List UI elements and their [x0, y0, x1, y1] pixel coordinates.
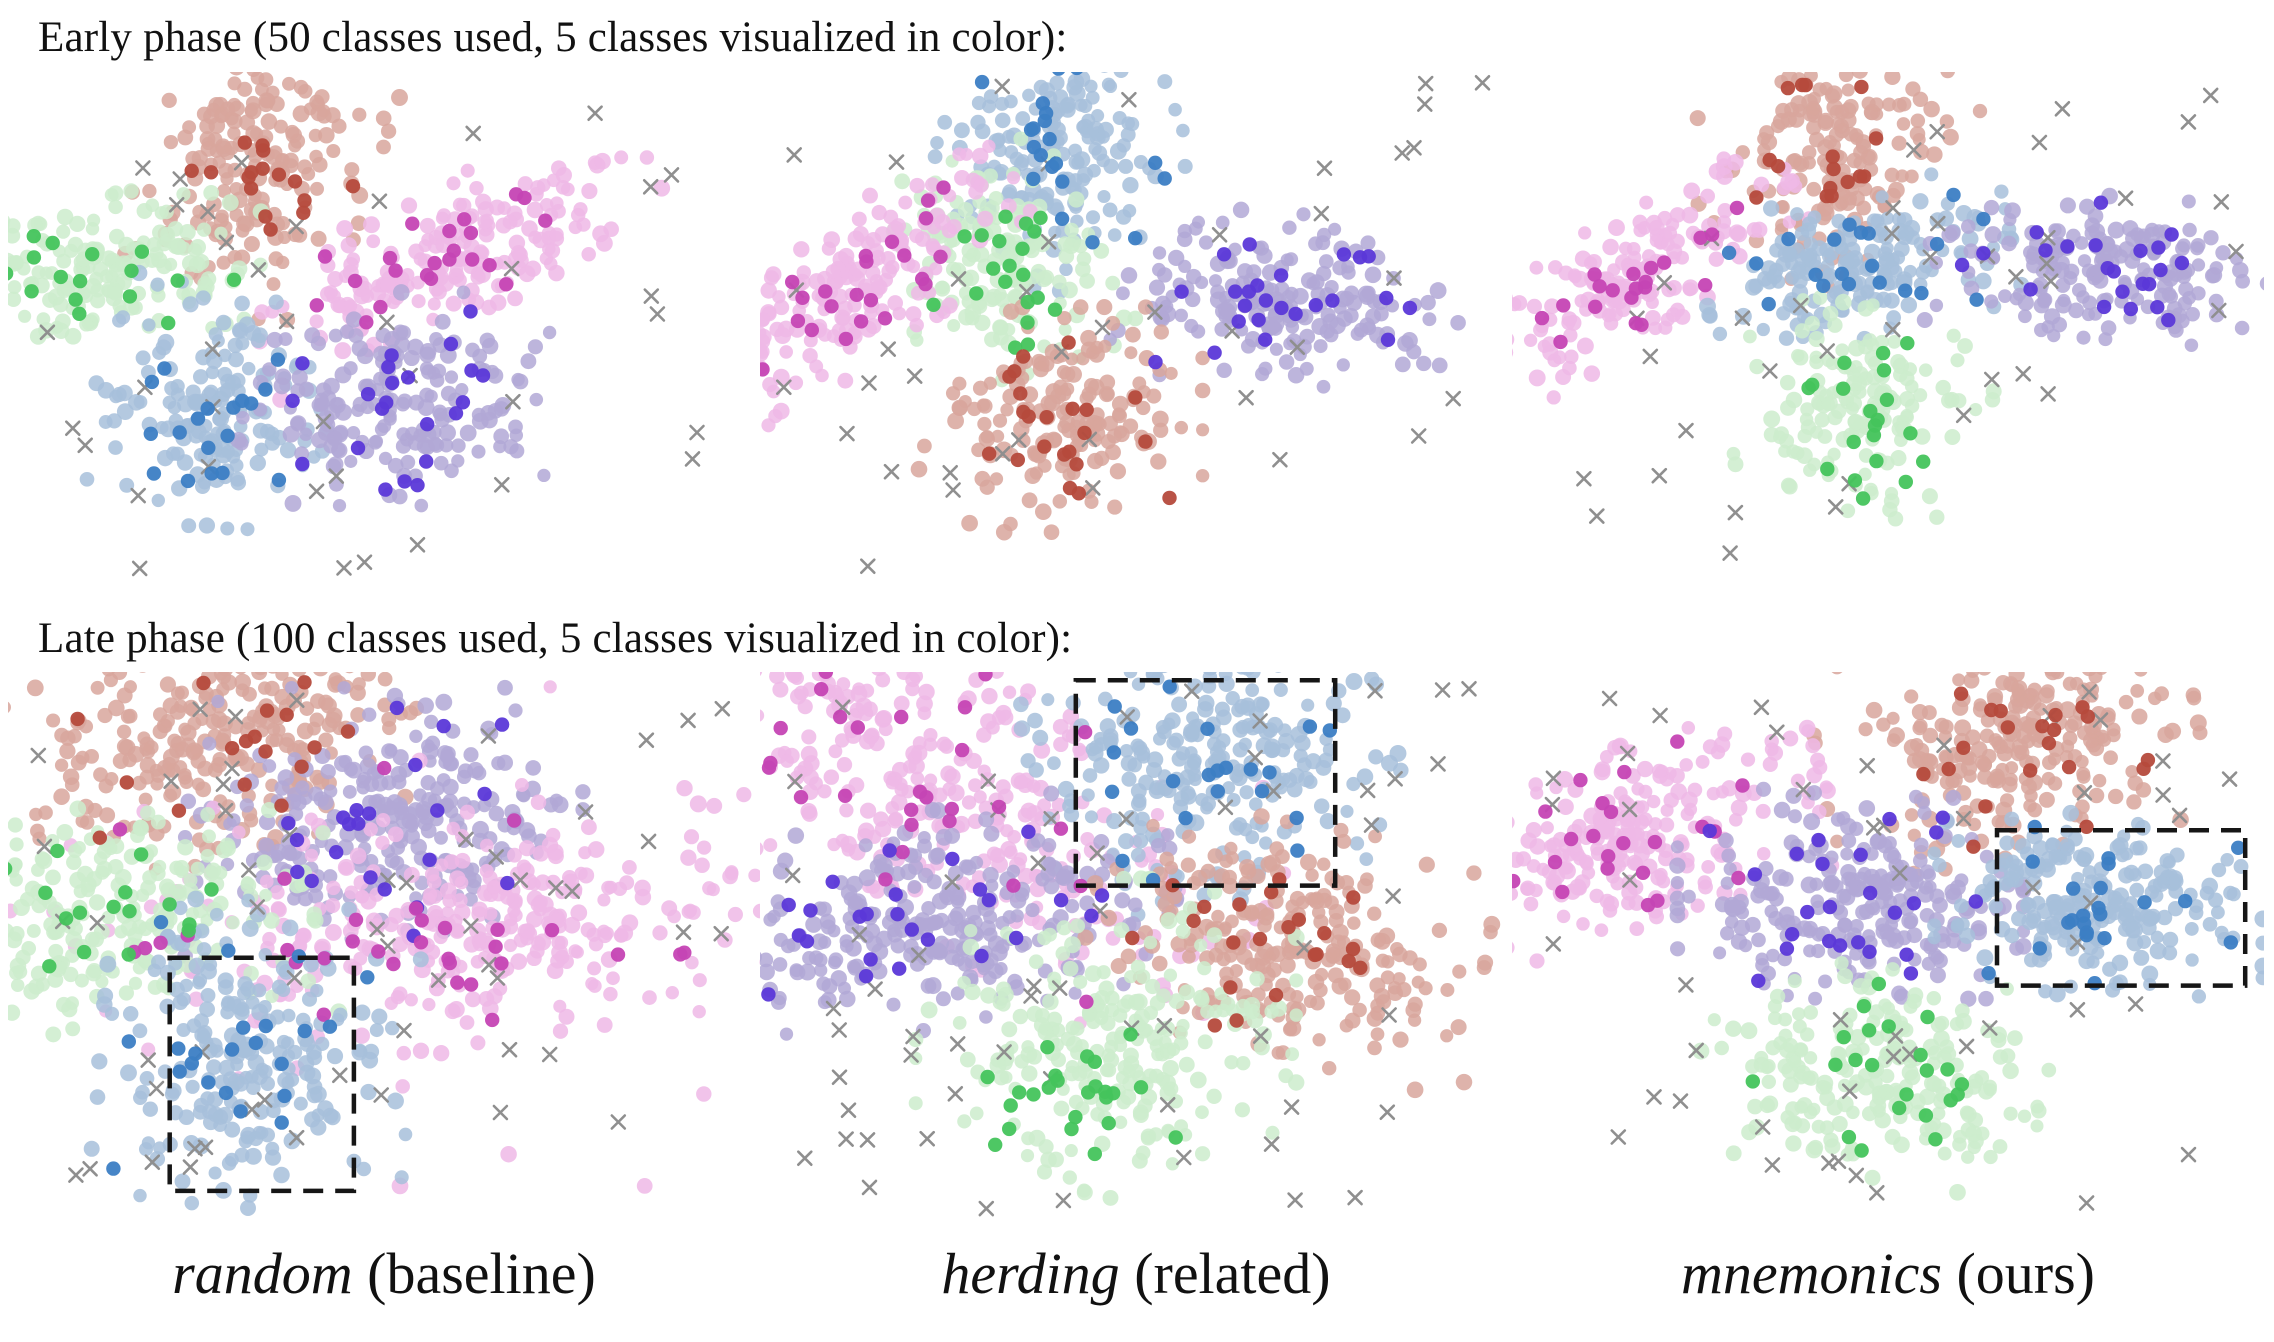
- early-phase-title: Early phase (50 classes used, 5 classes …: [38, 14, 1068, 61]
- tsne-plot-early-herding: [760, 71, 1512, 587]
- caption-mnemonics-role: (ours): [1941, 1241, 2095, 1307]
- caption-herding-role: (related): [1119, 1241, 1331, 1307]
- method-captions: random (baseline) herding (related) mnem…: [0, 1241, 2274, 1308]
- caption-mnemonics: mnemonics (ours): [1512, 1241, 2264, 1308]
- scatter-canvas-random-late: [8, 672, 760, 1217]
- caption-random-role: (baseline): [352, 1241, 596, 1307]
- scatter-canvas-random-early: [8, 71, 705, 576]
- highlight-box: [1073, 678, 1338, 889]
- tsne-plot-early-mnemonics: [1512, 71, 2264, 587]
- caption-mnemonics-method: mnemonics: [1681, 1241, 1942, 1307]
- highlight-box: [1994, 828, 2248, 989]
- caption-herding-method: herding: [941, 1241, 1120, 1307]
- tsne-plot-late-mnemonics: [1512, 672, 2264, 1228]
- caption-herding: herding (related): [760, 1241, 1512, 1308]
- late-phase-row: [0, 672, 2274, 1228]
- scatter-canvas-herding-early: [760, 71, 1491, 574]
- tsne-plot-late-herding: [760, 672, 1512, 1228]
- caption-random: random (baseline): [8, 1241, 760, 1308]
- scatter-canvas-herding-late: [760, 672, 1501, 1217]
- early-phase-row: [0, 71, 2274, 587]
- highlight-box: [167, 955, 357, 1194]
- tsne-plot-early-random: [8, 71, 760, 587]
- scatter-canvas-mnemonics-early: [1512, 71, 2264, 561]
- tsne-plot-late-random: [8, 672, 760, 1228]
- caption-random-method: random: [172, 1241, 353, 1307]
- late-phase-title: Late phase (100 classes used, 5 classes …: [38, 614, 1073, 662]
- scatter-canvas-mnemonics-late: [1512, 672, 2264, 1211]
